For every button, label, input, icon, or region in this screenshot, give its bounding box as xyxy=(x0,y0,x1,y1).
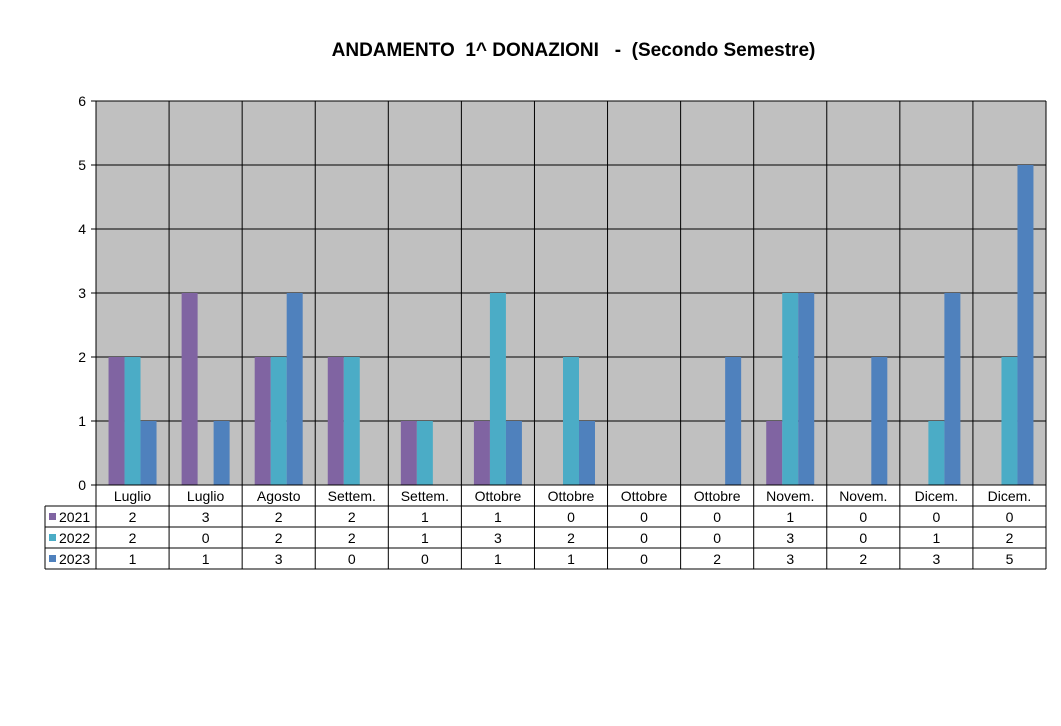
table-cell-value: 0 xyxy=(932,509,940,525)
legend-label-2021: 2021 xyxy=(59,509,90,525)
category-label: Ottobre xyxy=(621,488,668,504)
category-label: Novem. xyxy=(766,488,814,504)
table-cell-value: 1 xyxy=(202,551,210,567)
bar-2021 xyxy=(400,421,417,485)
category-label: Ottobre xyxy=(475,488,522,504)
bar-2021 xyxy=(108,357,125,485)
table-cell-value: 3 xyxy=(494,530,502,546)
table-cell-value: 1 xyxy=(421,530,429,546)
bar-2023 xyxy=(871,357,888,485)
table-cell-value: 2 xyxy=(1006,530,1014,546)
category-label: Luglio xyxy=(114,488,152,504)
y-tick-label: 4 xyxy=(78,221,86,237)
table-cell-value: 1 xyxy=(494,551,502,567)
bar-2021 xyxy=(327,357,344,485)
bar-2022 xyxy=(563,357,579,485)
table-cell-value: 0 xyxy=(1006,509,1014,525)
table-cell-value: 3 xyxy=(275,551,283,567)
bar-2022 xyxy=(343,357,360,485)
category-label: Settem. xyxy=(328,488,376,504)
y-axis: 0 1 2 3 4 5 6 xyxy=(78,93,97,493)
table-cell-value: 2 xyxy=(129,530,137,546)
data-table: Luglio Luglio Agosto Settem. Settem. Ottobre O… xyxy=(44,484,1047,570)
table-cell-value: 0 xyxy=(859,509,867,525)
y-tick-label: 5 xyxy=(78,157,86,173)
bar-2022 xyxy=(489,293,506,485)
table-cell-value: 0 xyxy=(713,509,721,525)
bar-2023 xyxy=(725,357,742,485)
table-cell-value: 1 xyxy=(494,509,502,525)
bar-2022 xyxy=(270,357,287,485)
legend-label-2023: 2023 xyxy=(59,551,90,567)
legend-label-2022: 2022 xyxy=(59,530,90,546)
y-tick-label: 1 xyxy=(78,413,86,429)
table-cell-value: 2 xyxy=(348,509,356,525)
table-cell-value: 1 xyxy=(786,509,794,525)
table-cell-value: 0 xyxy=(640,551,648,567)
table-cell-value: 2 xyxy=(567,530,575,546)
bar-2022 xyxy=(1001,357,1018,485)
bar-2023 xyxy=(944,293,961,485)
table-cell-value: 1 xyxy=(421,509,429,525)
table-cell-value: 0 xyxy=(348,551,356,567)
y-tick-label: 6 xyxy=(78,93,86,109)
table-cell-value: 2 xyxy=(713,551,721,567)
bars xyxy=(108,165,1034,485)
table-cell-value: 0 xyxy=(202,530,210,546)
category-label: Dicem. xyxy=(915,488,959,504)
category-label: Luglio xyxy=(187,488,225,504)
y-tick-label: 2 xyxy=(78,349,86,365)
category-label: Agosto xyxy=(257,488,301,504)
table-cell-value: 1 xyxy=(129,551,137,567)
bar-2022 xyxy=(124,357,141,485)
bar-2021 xyxy=(254,357,271,485)
bar-2023 xyxy=(505,421,522,485)
bar-2023 xyxy=(1017,165,1034,485)
table-cell-value: 2 xyxy=(859,551,867,567)
bar-2023 xyxy=(798,293,815,485)
bar-2021 xyxy=(766,421,783,485)
chart-title: ANDAMENTO 1^ DONAZIONI - (Secondo Semest… xyxy=(331,40,816,61)
table-cell-value: 2 xyxy=(129,509,137,525)
bar-2023 xyxy=(286,293,303,485)
table-cell-value: 3 xyxy=(786,530,794,546)
y-tick-label: 0 xyxy=(78,477,86,493)
bar-2023 xyxy=(140,421,157,485)
bar-2023 xyxy=(213,421,230,485)
legend-key-2023 xyxy=(49,555,56,562)
category-label: Novem. xyxy=(839,488,887,504)
bar-2022 xyxy=(416,421,433,485)
table-cell-value: 3 xyxy=(202,509,210,525)
table-cell-value: 0 xyxy=(567,509,575,525)
bar-2022 xyxy=(782,293,799,485)
bar-2021 xyxy=(473,421,490,485)
y-tick-label: 3 xyxy=(78,285,86,301)
table-cell-value: 0 xyxy=(640,509,648,525)
category-label: Ottobre xyxy=(548,488,595,504)
legend-key-2022 xyxy=(49,534,56,541)
table-cell-value: 5 xyxy=(1006,551,1014,567)
table-cell-value: 0 xyxy=(640,530,648,546)
table-cell-value: 0 xyxy=(713,530,721,546)
bar-2022 xyxy=(928,421,945,485)
legend-key-2021 xyxy=(49,513,56,520)
table-cell-value: 3 xyxy=(932,551,940,567)
category-label: Dicem. xyxy=(988,488,1032,504)
table-cell-value: 2 xyxy=(275,530,283,546)
table-cell-value: 0 xyxy=(421,551,429,567)
bar-2023 xyxy=(579,421,595,485)
table-cell-value: 2 xyxy=(348,530,356,546)
category-label: Ottobre xyxy=(694,488,741,504)
category-label: Settem. xyxy=(401,488,449,504)
table-cell-value: 2 xyxy=(275,509,283,525)
table-cell-value: 1 xyxy=(932,530,940,546)
table-cell-value: 1 xyxy=(567,551,575,567)
bar-2021 xyxy=(181,293,198,485)
table-cell-value: 0 xyxy=(859,530,867,546)
table-cell-value: 3 xyxy=(786,551,794,567)
